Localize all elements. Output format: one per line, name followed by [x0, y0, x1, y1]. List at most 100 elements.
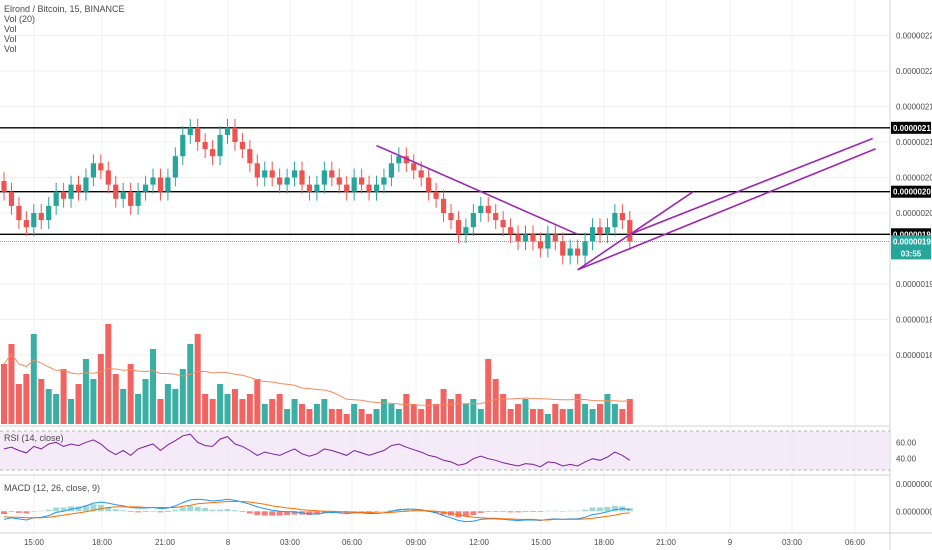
macd-histogram-bar: [261, 511, 268, 516]
volume-ma-line: [3, 353, 630, 407]
volume-bar: [611, 404, 618, 424]
macd-histogram-bar: [164, 511, 171, 512]
volume-bar: [53, 394, 60, 424]
macd-histogram-bar: [313, 511, 320, 515]
macd-histogram-bar: [142, 511, 149, 512]
macd-legend[interactable]: MACD (12, 26, close, 9): [4, 483, 101, 493]
price-tick-label: 0.00000205: [896, 174, 932, 183]
macd-histogram-bar: [537, 511, 544, 512]
candle-body: [560, 241, 566, 256]
macd-histogram-bar: [97, 504, 104, 512]
volume-bar: [135, 394, 142, 424]
volume-bar: [90, 379, 97, 424]
time-tick-label: 21:00: [656, 538, 677, 547]
candle-body: [98, 163, 104, 171]
macd-histogram-bar: [187, 505, 194, 512]
macd-histogram-bar: [373, 511, 380, 512]
candlesticks: [1, 118, 633, 265]
macd-histogram-bar: [8, 511, 15, 512]
time-axis[interactable]: 15:00 18:00 21:00 8 03:00 06:00 09:00 12:00 15:0…: [24, 538, 866, 547]
candle-body: [351, 177, 357, 192]
countdown-label: 03:55: [901, 249, 922, 258]
time-tick-label: 06:00: [845, 538, 866, 547]
level-price-tag: [891, 185, 931, 198]
macd-histogram-bar: [209, 509, 216, 512]
macd-histogram-bar: [500, 511, 507, 512]
macd-histogram-bar: [224, 509, 231, 512]
volume-bar: [380, 399, 387, 424]
trendlines[interactable]: [376, 137, 876, 271]
trendline: [577, 191, 694, 271]
candle-body: [336, 177, 342, 185]
macd-histogram-bar: [403, 509, 410, 512]
macd-histogram-bar: [559, 511, 566, 512]
volume-bar: [515, 404, 522, 424]
candle-body: [411, 163, 417, 171]
volume-bar: [455, 394, 462, 424]
time-tick-label: 03:00: [782, 538, 803, 547]
horizontal-levels: [0, 127, 890, 242]
volume-legend-4[interactable]: Vol: [4, 44, 17, 54]
volume-legend-3[interactable]: Vol: [4, 34, 17, 44]
volume-bar: [448, 399, 454, 424]
candle-body: [105, 170, 111, 185]
candle-body: [321, 170, 327, 185]
volume-bar: [45, 389, 52, 424]
volume-legend[interactable]: Vol (20): [4, 14, 36, 24]
macd-histogram-bar: [291, 511, 298, 515]
volume-bar: [284, 409, 291, 424]
candle-body: [120, 191, 126, 199]
volume-bar: [321, 399, 328, 424]
price-tick-label: 0.00000215: [896, 103, 932, 112]
volume-bar: [462, 404, 469, 424]
macd-histogram-bar: [217, 509, 224, 512]
macd-histogram-bar: [611, 505, 618, 512]
candle-body: [433, 191, 439, 199]
time-tick-label: 12:00: [469, 538, 490, 547]
volume-bar: [60, 369, 67, 424]
candle-body: [537, 241, 543, 249]
candle-body: [8, 191, 15, 206]
macd-histogram-bar: [82, 505, 89, 512]
candle-body: [202, 142, 208, 150]
volume-bar: [217, 384, 224, 424]
candle-body: [150, 177, 156, 185]
candle-body: [291, 170, 298, 178]
macd-histogram-bar: [172, 509, 179, 512]
macd-histogram-bar: [604, 506, 611, 512]
price-tags: 0.00000212 0.00000203 0.000001970.00000196…: [891, 121, 932, 260]
candle-body: [463, 227, 469, 235]
macd-histogram-bar: [440, 511, 447, 515]
macd-histogram-bar: [30, 511, 37, 512]
candle-body: [254, 163, 260, 178]
time-tick-label: 15:00: [531, 538, 552, 547]
time-tick-label: 21:00: [155, 538, 176, 547]
macd-histogram-bar: [358, 511, 365, 512]
volume-bar: [157, 399, 164, 424]
volume-legend-2[interactable]: Vol: [4, 24, 17, 34]
volume-bar: [231, 389, 238, 424]
macd-histogram-bar: [366, 511, 373, 513]
candle-body: [210, 149, 216, 157]
time-tick-label: 03:00: [280, 538, 301, 547]
candle-body: [16, 205, 22, 221]
macd-histogram-bar: [150, 511, 156, 512]
candle-body: [61, 191, 67, 199]
candle-body: [135, 191, 141, 206]
level-price-tag: [891, 121, 931, 134]
candle-body: [478, 205, 484, 213]
symbol-title[interactable]: Elrond / Bitcoin, 15, BINANCE: [4, 4, 125, 14]
volume-bar: [410, 404, 417, 424]
candle-body: [247, 149, 253, 164]
volume-bar: [15, 384, 22, 424]
rsi-band: [0, 431, 890, 470]
volume-bar: [105, 324, 112, 424]
candle-body: [142, 184, 149, 192]
rsi-legend[interactable]: RSI (14, close): [4, 433, 64, 443]
candle-body: [500, 220, 506, 228]
time-tick-label: 18:00: [92, 538, 113, 547]
volume-bar: [351, 404, 358, 424]
